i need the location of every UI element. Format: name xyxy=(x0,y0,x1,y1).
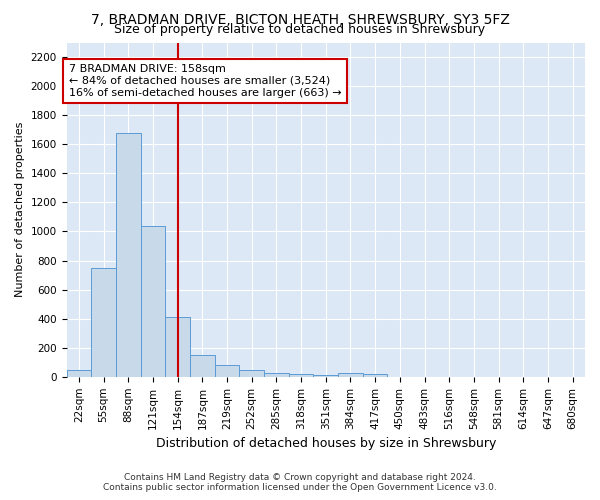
Bar xyxy=(338,373,363,377)
Bar xyxy=(313,374,338,377)
Text: 7, BRADMAN DRIVE, BICTON HEATH, SHREWSBURY, SY3 5FZ: 7, BRADMAN DRIVE, BICTON HEATH, SHREWSBU… xyxy=(91,12,509,26)
Bar xyxy=(239,370,264,377)
Bar xyxy=(165,317,190,377)
Text: 7 BRADMAN DRIVE: 158sqm
← 84% of detached houses are smaller (3,524)
16% of semi: 7 BRADMAN DRIVE: 158sqm ← 84% of detache… xyxy=(69,64,341,98)
Bar xyxy=(91,268,116,377)
Bar xyxy=(215,365,239,377)
Bar xyxy=(363,374,388,377)
Text: Contains HM Land Registry data © Crown copyright and database right 2024.
Contai: Contains HM Land Registry data © Crown c… xyxy=(103,473,497,492)
Bar xyxy=(116,134,140,377)
Bar xyxy=(289,374,313,377)
Text: Size of property relative to detached houses in Shrewsbury: Size of property relative to detached ho… xyxy=(115,22,485,36)
Bar xyxy=(140,226,165,377)
Bar xyxy=(67,370,91,377)
X-axis label: Distribution of detached houses by size in Shrewsbury: Distribution of detached houses by size … xyxy=(155,437,496,450)
Bar xyxy=(264,373,289,377)
Bar xyxy=(190,355,215,377)
Y-axis label: Number of detached properties: Number of detached properties xyxy=(15,122,25,298)
